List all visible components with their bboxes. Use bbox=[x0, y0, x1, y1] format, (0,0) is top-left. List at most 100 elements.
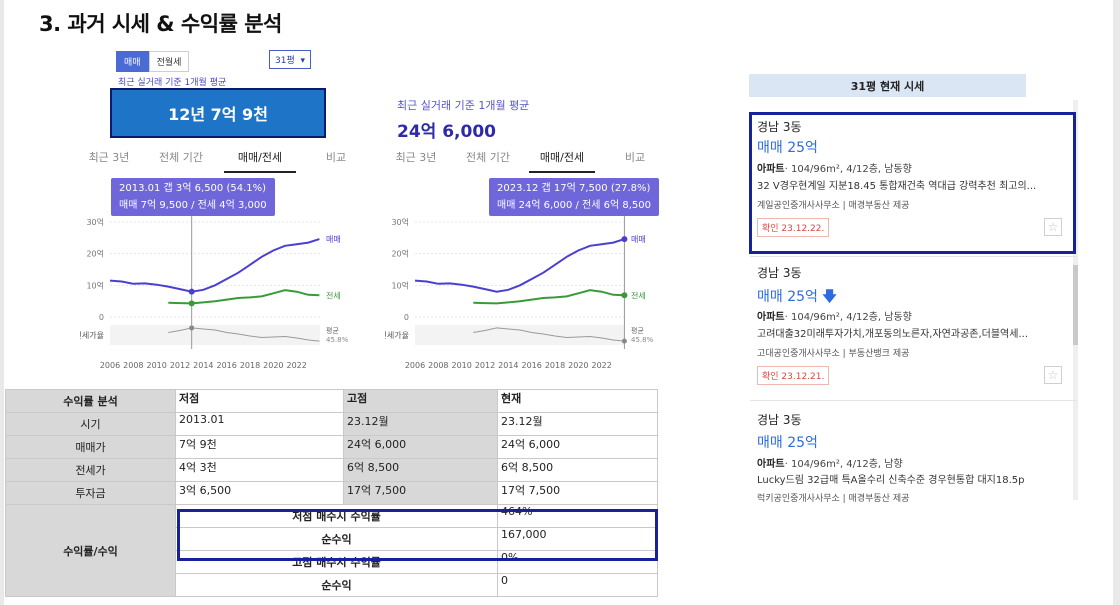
listing-type: 아파트 bbox=[757, 164, 785, 175]
ratio-plot-bg bbox=[415, 325, 625, 345]
listing-description: 32 V경우현계일 지분18.45 통합재건축 역대급 강력추천 최고의... bbox=[757, 181, 1037, 192]
sale-series-label: 매매 bbox=[631, 235, 646, 244]
table-cell: 6억 8,500 bbox=[343, 458, 498, 482]
table-header: 수익률 분석 bbox=[5, 389, 176, 413]
ratio-focus-point bbox=[189, 325, 195, 331]
x-tick-label: 2022 bbox=[591, 361, 611, 370]
arrow-down-icon: 🡇 bbox=[822, 289, 837, 305]
ratio-label: 전세가율 bbox=[385, 330, 409, 340]
table-row: 순수익 0 bbox=[6, 573, 658, 597]
tooltip-line-prices: 매매 7억 9,500 / 전세 4억 3,000 bbox=[119, 200, 267, 211]
right-chart-tabs: 최근 3년 전체 기간 매매/전세 비교 bbox=[385, 149, 675, 173]
tab-sale-jeonse[interactable]: 매매/전세 bbox=[529, 149, 595, 173]
row-label: 투자금 bbox=[5, 481, 176, 505]
sale-price-line bbox=[414, 238, 625, 293]
y-tick-label: 30억 bbox=[86, 217, 104, 227]
listing-confirm-badge: 확인 23.12.22. bbox=[757, 218, 830, 237]
x-tick-label: 2012 bbox=[475, 361, 495, 370]
table-cell: 6억 8,500 bbox=[497, 458, 658, 482]
group-label: 수익률/수익 bbox=[5, 504, 176, 597]
metric-value: 464% bbox=[497, 504, 658, 528]
favorite-star-icon[interactable]: ☆ bbox=[1044, 366, 1062, 384]
y-tick-label: 10억 bbox=[86, 280, 104, 290]
ratio-focus-point bbox=[621, 338, 627, 344]
seg-jeonse-button[interactable]: 전월세 bbox=[148, 51, 190, 72]
y-tick-label: 20억 bbox=[86, 249, 104, 259]
tab-recent-3y[interactable]: 최근 3년 bbox=[88, 151, 130, 164]
metric-value: 0% bbox=[497, 550, 658, 574]
table-cell: 3억 6,500 bbox=[175, 481, 344, 505]
tab-compare[interactable]: 비교 bbox=[624, 151, 646, 164]
selected-listing-highlight bbox=[749, 112, 1076, 254]
x-tick-label: 2012 bbox=[170, 361, 190, 370]
tab-all-period[interactable]: 전체 기간 bbox=[466, 151, 510, 164]
y-tick-label: 20억 bbox=[391, 249, 409, 259]
y-tick-label: 0 bbox=[99, 313, 104, 322]
table-cell: 7억 9천 bbox=[175, 435, 344, 459]
scrollbar-thumb[interactable] bbox=[1073, 265, 1078, 345]
table-row: 고점 매수시 수익률 0% bbox=[6, 550, 658, 574]
size-select[interactable]: 31평 ▾ bbox=[269, 50, 311, 69]
listing-divider bbox=[750, 400, 1076, 401]
listing-price-text: 매매 25억 bbox=[757, 289, 818, 305]
metric-label: 순수익 bbox=[175, 527, 498, 551]
row-label: 전세가 bbox=[5, 458, 176, 482]
listing-item[interactable]: 경남 3동 매매 25억 아파트· 104/96m², 4/12층, 남향 Lu… bbox=[750, 404, 1076, 504]
avg-value: 45.8% bbox=[631, 336, 654, 344]
x-tick-label: 2020 bbox=[263, 361, 283, 370]
listing-price[interactable]: 매매 25억 bbox=[757, 140, 818, 156]
tooltip-line-prices: 매매 24억 6,000 / 전세 6억 8,500 bbox=[497, 200, 651, 211]
tooltip-line-gap: 2013.01 갭 3억 6,500 (54.1%) bbox=[119, 183, 267, 194]
table-cell: 24억 6,000 bbox=[343, 435, 498, 459]
row-label: 시기 bbox=[5, 412, 176, 436]
listing-price[interactable]: 매매 25억 🡇 bbox=[757, 286, 837, 310]
row-label: 매매가 bbox=[5, 435, 176, 459]
metric-label: 고점 매수시 수익률 bbox=[175, 550, 498, 574]
x-tick-label: 2020 bbox=[568, 361, 588, 370]
listing-item[interactable]: 경남 3동 매매 25억 아파트· 104/96m², 4/12층, 남동향 3… bbox=[750, 112, 1076, 254]
x-tick-label: 2014 bbox=[193, 361, 213, 370]
tab-sale-jeonse[interactable]: 매매/전세 bbox=[224, 149, 296, 173]
x-tick-label: 2014 bbox=[498, 361, 518, 370]
table-cell: 24억 6,000 bbox=[497, 435, 658, 459]
listing-location: 경남 3동 bbox=[757, 413, 802, 427]
table-header: 고점 bbox=[343, 389, 498, 413]
left-price-box: 12년 7억 9천 bbox=[110, 88, 326, 138]
x-tick-label: 2010 bbox=[146, 361, 166, 370]
listing-info: 아파트· 104/96m², 4/12층, 남향 bbox=[757, 455, 903, 470]
x-tick-label: 2006 bbox=[100, 361, 120, 370]
listing-spec: · 104/96m², 4/12층, 남동향 bbox=[784, 164, 912, 175]
favorite-star-icon[interactable]: ☆ bbox=[1044, 218, 1062, 236]
seg-sale-button[interactable]: 매매 bbox=[116, 51, 149, 72]
table-row: 수익률/수익 저점 매수시 수익률 464% bbox=[5, 504, 658, 597]
listing-price[interactable]: 매매 25억 bbox=[757, 435, 818, 451]
avg-label: 평균 bbox=[631, 326, 644, 335]
table-row: 순수익 167,000 bbox=[6, 527, 658, 551]
y-tick-label: 10억 bbox=[391, 280, 409, 290]
left-chart-tooltip: 2013.01 갭 3억 6,500 (54.1%) 매매 7억 9,500 /… bbox=[111, 178, 275, 216]
jeonse-ratio-line bbox=[473, 327, 625, 342]
table-cell: 2013.01 bbox=[175, 412, 344, 436]
sale-series-label: 매매 bbox=[326, 235, 341, 244]
table-row: 투자금 3억 6,500 17억 7,500 17억 7,500 bbox=[5, 481, 658, 505]
listing-location: 경남 3동 bbox=[757, 120, 802, 134]
table-row: 전세가 4억 3천 6억 8,500 6억 8,500 bbox=[5, 458, 658, 482]
table-cell: 17억 7,500 bbox=[497, 481, 658, 505]
table-cell: 23.12월 bbox=[343, 412, 498, 436]
metric-value: 167,000 bbox=[497, 527, 658, 551]
tab-compare[interactable]: 비교 bbox=[325, 151, 347, 164]
tab-all-period[interactable]: 전체 기간 bbox=[159, 151, 203, 164]
listings-scrollbar[interactable] bbox=[1073, 100, 1078, 500]
jeonse-focus-point bbox=[188, 300, 195, 307]
x-tick-label: 2008 bbox=[428, 361, 448, 370]
tab-recent-3y[interactable]: 최근 3년 bbox=[395, 151, 437, 164]
table-row: 매매가 7억 9천 24억 6,000 24억 6,000 bbox=[5, 435, 658, 459]
listing-item[interactable]: 경남 3동 매매 25억 🡇 아파트· 104/96m², 4/12층, 남동향… bbox=[750, 258, 1076, 398]
x-tick-label: 2018 bbox=[545, 361, 565, 370]
right-window-edge bbox=[1113, 0, 1120, 605]
sale-price-line bbox=[109, 238, 320, 293]
listing-agent: 계일공인중개사사무소 | 매경부동산 제공 bbox=[757, 201, 910, 211]
jeonse-focus-point bbox=[621, 292, 628, 299]
